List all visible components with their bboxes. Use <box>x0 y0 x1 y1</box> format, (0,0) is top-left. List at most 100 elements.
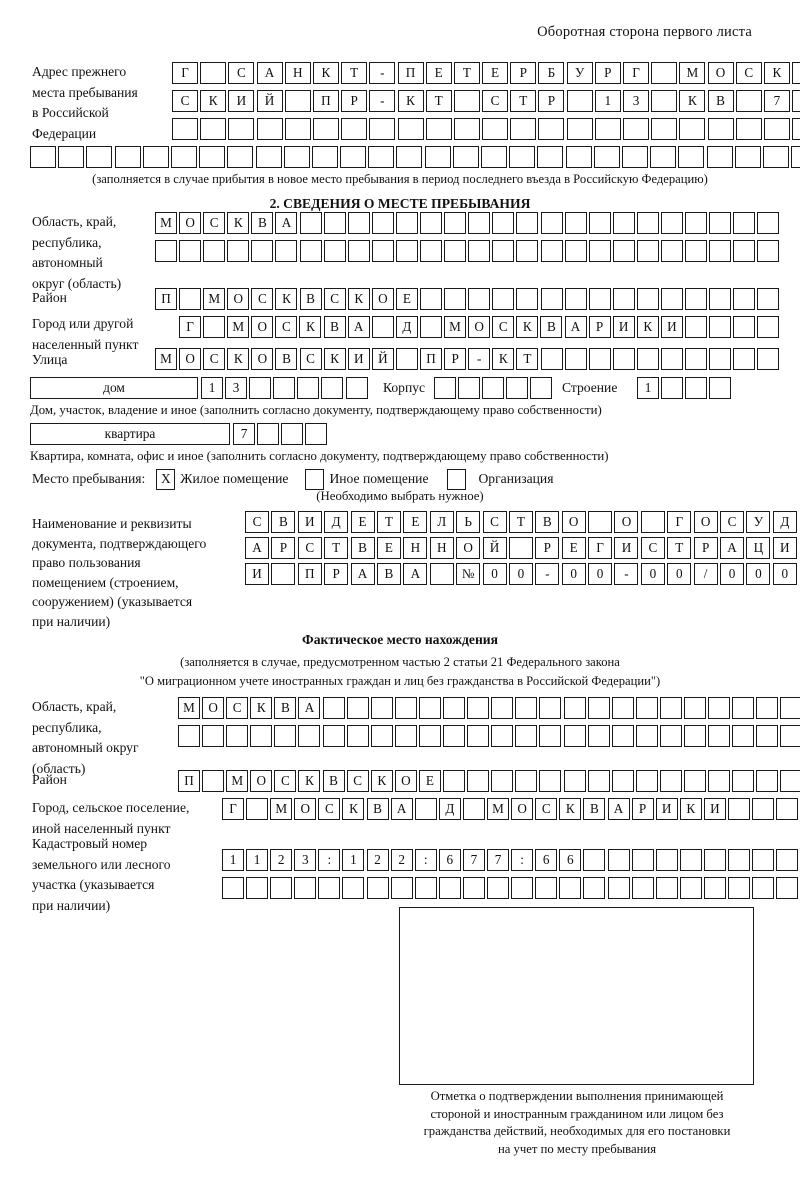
prev-address-row-4[interactable] <box>30 146 800 168</box>
prev-address-r2-cell-21[interactable] <box>735 90 762 112</box>
actual-region-r1-cell-25[interactable] <box>756 697 779 719</box>
prev-address-r3-cell-4[interactable] <box>256 118 283 140</box>
actual-region-r1-cell-3[interactable]: С <box>226 697 249 719</box>
section2-district-cell-18[interactable] <box>564 288 587 310</box>
prev-address-r1-cell-5[interactable]: Н <box>284 62 311 84</box>
house-cell-1[interactable]: 1 <box>201 377 223 399</box>
section2-region-r2-cell-5[interactable] <box>251 240 274 262</box>
stroenie-cell-2[interactable] <box>661 377 684 399</box>
actual-region-r1-cell-2[interactable]: О <box>202 697 225 719</box>
section2-region-r1-cell-17[interactable] <box>540 212 563 234</box>
cadastral-r2-cell-6[interactable] <box>342 877 365 899</box>
prev-address-r3-cell-1[interactable] <box>172 118 198 140</box>
prev-address-r2-cell-12[interactable]: С <box>482 90 509 112</box>
section2-region-r1-cell-1[interactable]: М <box>155 212 177 234</box>
section2-region-r1-cell-22[interactable] <box>660 212 683 234</box>
actual-district-cell-21[interactable] <box>659 770 682 792</box>
prev-address-r1-cell-2[interactable] <box>200 62 227 84</box>
stay-type-checkbox-zhiloe[interactable]: X <box>156 468 176 490</box>
actual-region-r2-cell-22[interactable] <box>683 725 706 747</box>
actual-city-cell-8[interactable]: А <box>390 798 413 820</box>
section2-region-r1-cell-9[interactable] <box>347 212 370 234</box>
document-r1-cell-11[interactable]: Т <box>508 511 533 533</box>
prev-address-r3-cell-9[interactable] <box>397 118 424 140</box>
document-r1-cell-2[interactable]: В <box>271 511 296 533</box>
actual-region-r1-cell-17[interactable] <box>563 697 586 719</box>
section2-street-cell-22[interactable] <box>660 348 683 370</box>
section2-street-cell-19[interactable] <box>588 348 611 370</box>
cadastral-r2-cell-10[interactable] <box>438 877 461 899</box>
actual-district-cell-10[interactable]: О <box>394 770 417 792</box>
prev-address-r4-cell-20[interactable] <box>565 146 592 168</box>
section2-street-cell-3[interactable]: С <box>203 348 226 370</box>
section2-region-r1-cell-25[interactable] <box>733 212 756 234</box>
cadastral-r1-cell-10[interactable]: 6 <box>438 849 461 871</box>
prev-address-r4-cell-24[interactable] <box>678 146 705 168</box>
section2-city-cell-8[interactable]: А <box>347 316 370 338</box>
document-r2-cell-14[interactable]: Г <box>588 537 613 559</box>
actual-city-cell-17[interactable]: А <box>607 798 630 820</box>
section2-region-r2-cell-16[interactable] <box>516 240 539 262</box>
document-r3-cell-13[interactable]: 0 <box>561 563 586 585</box>
document-r2-cell-13[interactable]: Е <box>561 537 586 559</box>
section2-region-r1-cell-12[interactable] <box>420 212 443 234</box>
prev-address-r4-cell-22[interactable] <box>621 146 648 168</box>
korpus-cell-2[interactable] <box>458 377 481 399</box>
flat-cell-2[interactable] <box>257 423 280 445</box>
actual-region-r2-cell-7[interactable] <box>322 725 345 747</box>
cadastral-r1-cell-14[interactable]: 6 <box>535 849 558 871</box>
prev-address-r4-cell-11[interactable] <box>311 146 338 168</box>
prev-address-r4-cell-25[interactable] <box>706 146 733 168</box>
cadastral-r1-cell-4[interactable]: 3 <box>294 849 317 871</box>
section2-region-r2-cell-17[interactable] <box>540 240 563 262</box>
actual-region-r1-cell-8[interactable] <box>346 697 369 719</box>
actual-region-r1-cell-22[interactable] <box>683 697 706 719</box>
actual-region-r2-cell-1[interactable] <box>178 725 200 747</box>
document-row-3[interactable]: И П Р А В А № 0 0-0 0-0 0/0 0 0 <box>245 563 799 585</box>
actual-city-cell-10[interactable]: Д <box>438 798 461 820</box>
section2-region-r2-cell-25[interactable] <box>733 240 756 262</box>
prev-address-r3-cell-17[interactable] <box>623 118 649 140</box>
section2-city-cell-18[interactable]: Р <box>588 316 611 338</box>
prev-address-r2-cell-13[interactable]: Т <box>510 90 537 112</box>
section2-city-cell-23[interactable] <box>709 316 732 338</box>
cadastral-r1-cell-22[interactable] <box>727 849 750 871</box>
actual-region-r1-cell-23[interactable] <box>708 697 731 719</box>
prev-address-r1-cell-22[interactable]: К <box>763 62 790 84</box>
prev-address-r2-cell-16[interactable]: 1 <box>594 90 621 112</box>
section2-city-cell-1[interactable]: Г <box>179 316 201 338</box>
actual-region-r1-cell-18[interactable] <box>587 697 610 719</box>
prev-address-r3-cell-19[interactable] <box>679 118 706 140</box>
section2-street-cell-9[interactable]: И <box>347 348 370 370</box>
actual-district-cell-24[interactable] <box>732 770 755 792</box>
section2-district-cell-25[interactable] <box>733 288 756 310</box>
prev-address-r1-cell-18[interactable] <box>651 62 678 84</box>
actual-district-cell-2[interactable] <box>202 770 225 792</box>
section2-region-r2-cell-24[interactable] <box>709 240 732 262</box>
section2-city-cell-22[interactable] <box>684 316 707 338</box>
prev-address-r3-cell-11[interactable] <box>453 118 480 140</box>
section2-street-cell-2[interactable]: О <box>179 348 202 370</box>
section2-region-r1-cell-26[interactable] <box>757 212 780 234</box>
actual-district-cell-16[interactable] <box>539 770 562 792</box>
section2-region-r2-cell-1[interactable] <box>155 240 177 262</box>
section2-district-cell-6[interactable]: К <box>275 288 298 310</box>
section2-city-cell-10[interactable]: Д <box>395 316 418 338</box>
actual-city-cell-1[interactable]: Г <box>222 798 244 820</box>
cadastral-row-2[interactable] <box>222 877 800 899</box>
prev-address-row-3[interactable] <box>172 118 800 140</box>
section2-street-cell-11[interactable] <box>395 348 418 370</box>
section2-region-r2-cell-20[interactable] <box>612 240 635 262</box>
document-r1-cell-16[interactable] <box>640 511 665 533</box>
cadastral-r2-cell-4[interactable] <box>294 877 317 899</box>
prev-address-r1-cell-7[interactable]: Т <box>341 62 368 84</box>
section2-district-cell-1[interactable]: П <box>155 288 177 310</box>
document-r2-cell-15[interactable]: И <box>614 537 639 559</box>
document-r1-cell-14[interactable] <box>588 511 613 533</box>
prev-address-r1-cell-23[interactable]: О <box>792 62 800 84</box>
document-r3-cell-21[interactable]: 0 <box>772 563 797 585</box>
document-r1-cell-18[interactable]: О <box>693 511 718 533</box>
